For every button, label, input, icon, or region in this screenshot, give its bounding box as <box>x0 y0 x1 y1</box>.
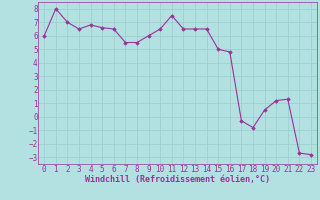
X-axis label: Windchill (Refroidissement éolien,°C): Windchill (Refroidissement éolien,°C) <box>85 175 270 184</box>
